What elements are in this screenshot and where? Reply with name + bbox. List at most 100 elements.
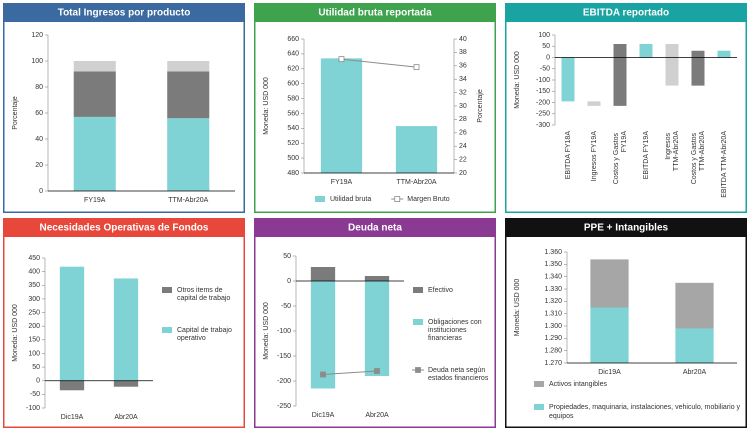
y-tick-label: -100 [277,328,291,335]
x-tick-label: Dic19A [61,414,84,421]
x-tick-label: Ingresos FY19A [591,131,598,182]
panel: PPE + Intangibles 1.270 1.280 1.290 1.300 1.3… [505,218,747,428]
y-tick-label: 350 [28,282,40,289]
y-tick-label: 1.270 [544,360,562,367]
y-tick-label: 0 [39,188,43,195]
x-tick-label: EBITDA TTM-Abr20A [721,131,728,198]
y-tick-label: 80 [35,84,43,91]
legend-label: Obligaciones con instituciones financier… [428,319,484,342]
bar [59,380,85,391]
y2-tick-label: 26 [459,130,467,137]
y-tick-label: -100 [536,77,550,84]
y-tick-label: 50 [283,253,291,260]
line-marker [415,367,421,373]
x-tick-label: FY19A [84,197,106,204]
y-tick-label: 1.350 [544,261,562,268]
y2-tick-label: 38 [459,49,467,56]
panel-header [254,218,496,237]
legend-label: Utilidad bruta [330,196,371,203]
x-tick-label: EBITDA FY19A [643,131,650,180]
y-tick-label: 1.360 [544,249,562,256]
y-tick-label: 660 [287,36,299,43]
y-tick-label: 600 [287,81,299,88]
y-tick-label: 580 [287,95,299,102]
waterfall-bar [613,44,627,106]
y-tick-label: 1.330 [544,286,562,293]
y-tick-label: 500 [287,155,299,162]
y-tick-label: -50 [540,66,550,73]
y-axis-label: Moneda: USD 000 [12,304,19,362]
panel-header [3,3,245,22]
y-axis-label: Moneda: USD 000 [514,51,521,109]
x-tick-label: TTM-Abr20A [396,179,436,186]
y-tick-label: 150 [28,337,40,344]
legend-label: Efectivo [428,287,453,294]
x-tick-label: EBITDA FY18A [565,131,572,180]
panel-border [3,218,245,428]
line-marker [374,368,380,374]
panel: Utilidad bruta reportada 480 500 520 540 560 5… [254,3,496,213]
y-axis-label: Moneda: USD 000 [263,77,270,135]
bar [320,58,363,173]
panel-title: Deuda neta [348,223,402,234]
y-tick-label: 450 [28,255,40,262]
waterfall-bar [717,50,731,58]
y-tick-label: 1.320 [544,298,562,305]
line-marker [394,196,401,202]
legend-label: Activos intangibles [549,381,607,388]
y2-tick-label: 34 [459,76,467,83]
y-tick-label: -200 [277,378,291,385]
y-tick-label: 0 [546,54,550,61]
waterfall-bar [665,44,679,86]
y-tick-label: 250 [28,309,40,316]
y-tick-label: 120 [31,32,43,39]
panel-border [254,3,496,213]
line [341,58,417,68]
panel-title: Necesidades Operativas de Fondos [40,223,209,234]
y-tick-label: 300 [28,296,40,303]
bar [113,278,139,381]
bar [590,259,629,308]
y2-tick-label: 28 [459,116,467,123]
y2-tick-label: 40 [459,36,467,43]
y-tick-label: 520 [287,140,299,147]
waterfall-bar [639,44,653,58]
panel-border [505,3,747,213]
y-tick-label: -50 [30,391,40,398]
y-tick-label: -250 [536,111,550,118]
y-tick-label: 0 [36,378,40,385]
y-axis-label: Moneda: USD 000 [514,279,521,337]
y-tick-label: -100 [26,405,40,412]
x-tick-label: Ingresos TTM-Abr20A [665,131,680,171]
y-tick-label: -300 [536,122,550,129]
y2-tick-label: 22 [459,156,467,163]
y-tick-label: 640 [287,51,299,58]
line-marker [338,56,345,62]
y-axis-label: Porcentaje [12,96,19,130]
y-tick-label: 50 [32,364,40,371]
x-tick-label: TTM-Abr20A [168,197,208,204]
y-axis-label: Moneda: USD 000 [263,302,270,360]
y-tick-label: 40 [35,136,43,143]
bar [59,266,85,381]
bar [395,126,438,173]
x-tick-label: FY19A [331,179,353,186]
y-tick-label: 1.280 [544,348,562,355]
legend-label: Otros items de capital de trabajo [177,287,230,302]
panel: Necesidades Operativas de Fondos -100 -50 0… [3,218,245,428]
panel-title: PPE + Intangibles [584,223,669,234]
panel-header [505,3,747,22]
bar [167,71,210,119]
x-tick-label: Dic19A [598,369,621,376]
panel: Total Ingresos por producto 0 20 40 60 80 100 1… [3,3,245,213]
y-tick-label: 1.300 [544,323,562,330]
panel: Deuda neta -250 -200 -150 -100 -50 0 50 Moneda: … [254,218,496,428]
y-tick-label: 100 [28,350,40,357]
x-tick-label: Dic19A [312,412,335,419]
legend-swatch [413,319,423,325]
panel-header [254,3,496,22]
line-marker [413,64,420,71]
y-tick-label: -150 [277,353,291,360]
legend-swatch [315,196,325,202]
